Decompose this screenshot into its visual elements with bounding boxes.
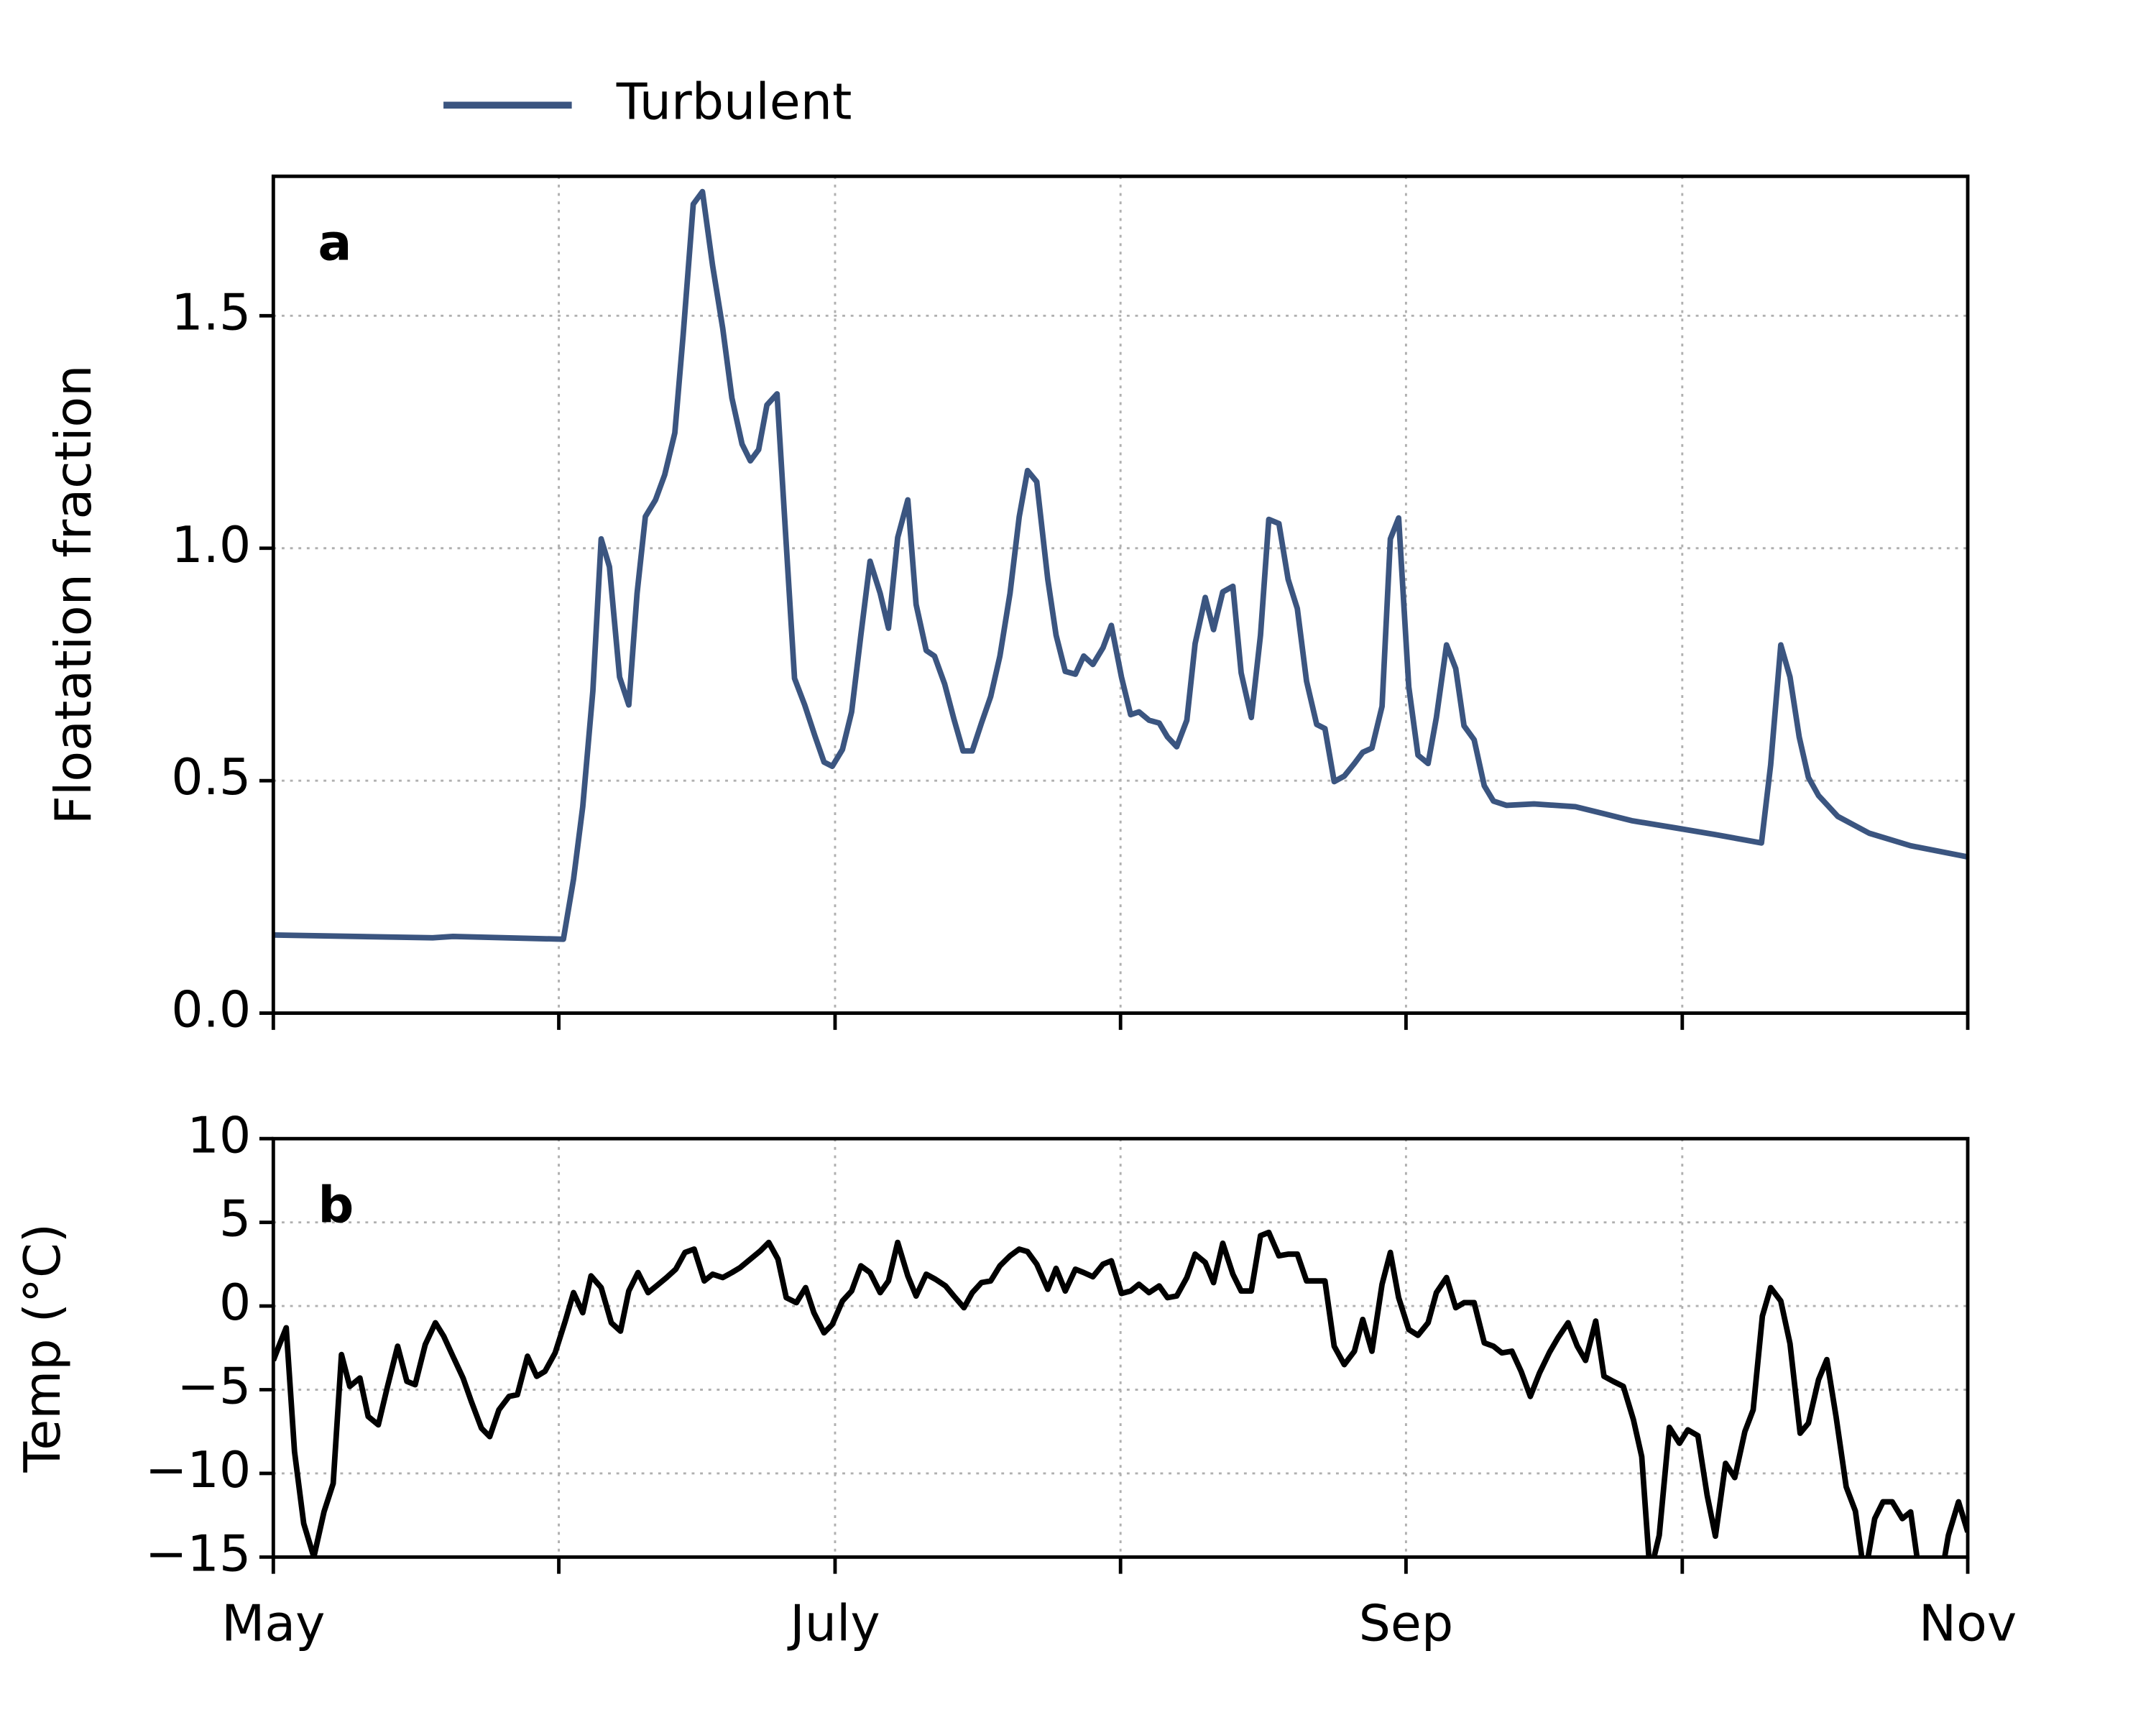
axes-frame [271,1136,1970,1559]
y-tick-label: 10 [187,1106,251,1164]
y-tick-label: 1.0 [171,516,251,574]
y-tick-label: 1.5 [171,283,251,341]
y-tick-label: −15 [145,1524,251,1583]
axes-frame [271,174,1970,1015]
panel-label: b [318,1176,354,1234]
y-tick-label: 0.0 [171,981,251,1039]
x-tick-label: Sep [1359,1594,1454,1652]
y-tick-label: −10 [145,1441,251,1499]
x-tick-label: Nov [1919,1594,2017,1652]
y-tick-label: 5 [219,1190,251,1248]
y-tick-label: 0 [219,1274,251,1332]
plot-area [273,188,1968,942]
y-tick-label: 0.5 [171,748,251,806]
data-line [273,188,1968,942]
y-axis-label: Temp (°C) [14,1223,72,1473]
x-tick-label: May [221,1594,325,1652]
x-tick-label: July [787,1594,880,1652]
data-line [273,1229,1968,1558]
panel-label: a [318,213,351,272]
y-tick-label: −5 [177,1358,251,1416]
y-axis-label: Floatation fraction [45,365,103,825]
plot-area [273,1229,1968,1558]
legend-label: Turbulent [616,73,852,131]
